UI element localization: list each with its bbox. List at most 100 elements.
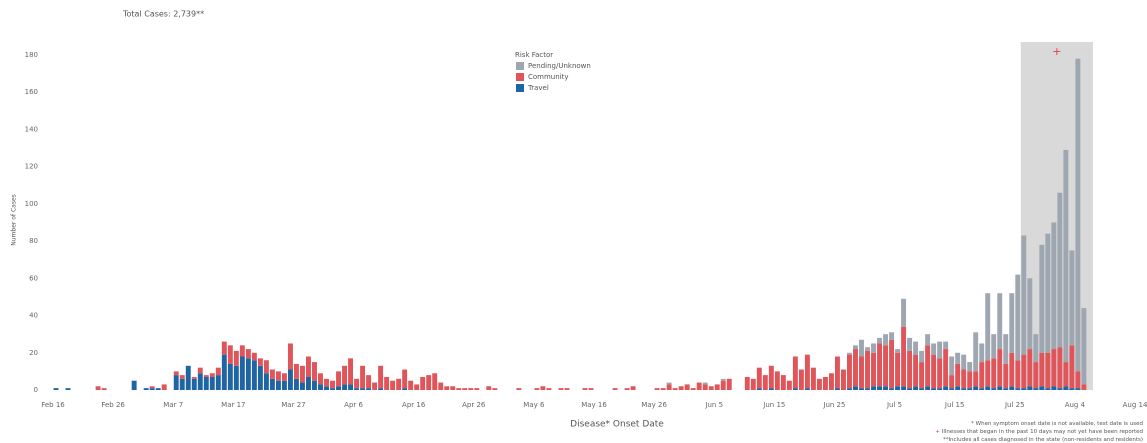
bar-segment [1027, 278, 1033, 350]
bar-segment [979, 362, 985, 389]
x-tick-label: Mar 7 [163, 401, 183, 409]
bar-segment [149, 386, 155, 389]
bar-segment [756, 367, 762, 389]
bar-segment [354, 388, 360, 390]
bar-segment [95, 386, 101, 390]
bar-segment [1033, 334, 1039, 363]
bar-segment [227, 363, 233, 390]
footnote-mark: * [971, 421, 974, 427]
bar-segment [816, 378, 822, 390]
bar-segment [444, 386, 450, 390]
bar-segment [901, 298, 907, 327]
bar-segment [672, 388, 678, 390]
bar-segment [402, 388, 408, 390]
bar-segment [985, 360, 991, 387]
bar-segment [516, 388, 522, 390]
bar-segment [1063, 149, 1069, 363]
bar-segment [1051, 349, 1057, 387]
bar-segment [293, 363, 299, 379]
bar-segment [342, 365, 348, 385]
footnote-mark: ** [943, 437, 949, 443]
bar-segment [666, 382, 672, 385]
bar-segment [925, 386, 931, 390]
bar-segment [726, 378, 732, 390]
bar-segment [1045, 233, 1051, 353]
x-tick-label: Jun 15 [762, 401, 785, 409]
bar-segment [720, 378, 726, 381]
bar-segment [708, 386, 714, 390]
bar-segment [624, 388, 630, 390]
bar-segment [257, 358, 263, 366]
bar-segment [768, 365, 774, 389]
bar-segment [1069, 250, 1075, 346]
bar-segment [215, 375, 221, 390]
bar-segment [378, 388, 384, 390]
bar-segment [865, 388, 870, 390]
bar-segment [1039, 386, 1045, 390]
bar-segment [185, 365, 191, 390]
bar-segment [1003, 363, 1009, 389]
highlight-region [1020, 42, 1093, 390]
bar-segment [979, 388, 985, 390]
bar-segment [179, 375, 185, 379]
bar-segment [239, 356, 245, 390]
bar-segment [943, 386, 949, 390]
bar-segment [877, 343, 882, 387]
bar-segment [1063, 386, 1069, 390]
bar-segment [384, 376, 390, 390]
bar-segment [720, 380, 726, 390]
bar-segment [450, 386, 456, 390]
y-tick-label: 180 [25, 51, 38, 59]
footnote-mark: + [935, 429, 940, 435]
bar-segment [191, 378, 197, 390]
bar-segment [227, 345, 233, 364]
y-tick-label: 100 [25, 200, 38, 208]
bar-segment [287, 369, 293, 390]
x-tick-label: Apr 16 [402, 401, 426, 409]
bar-segment [702, 384, 708, 390]
bar-segment [245, 358, 251, 390]
bar-segment [426, 375, 432, 390]
bar-segment [1069, 345, 1075, 389]
bar-segment [804, 354, 810, 389]
bar-segment [161, 384, 167, 390]
bar-segment [203, 375, 209, 377]
bar-segment [666, 384, 672, 390]
bar-segment [306, 376, 311, 390]
bar-segment [690, 388, 696, 390]
x-tick-label: Aug 4 [1065, 401, 1086, 409]
bar-segment [925, 334, 931, 346]
bar-segment [330, 388, 335, 390]
bar-segment [871, 386, 876, 390]
legend-swatch [516, 84, 524, 92]
bar-segment [853, 345, 858, 350]
bar-segment [1081, 384, 1087, 390]
y-tick-label: 20 [29, 349, 38, 357]
bar-segment [251, 352, 257, 361]
bar-segment [312, 380, 317, 390]
footnote-text: When symptom onset date is not available… [974, 421, 1143, 427]
x-tick-label: Aug 14 [1123, 401, 1147, 409]
legend-label: Travel [527, 84, 549, 92]
bar-segment [913, 354, 919, 387]
bar-segment [937, 341, 943, 359]
bar-segment [991, 334, 997, 359]
bar-segment [756, 388, 762, 390]
bar-segment [684, 384, 690, 390]
bar-segment [985, 386, 991, 390]
bar-segment [173, 375, 179, 390]
bar-segment [895, 349, 901, 353]
bar-segment [414, 384, 420, 390]
bar-segment [408, 380, 414, 390]
bar-segment [810, 367, 816, 390]
y-tick-label: 120 [25, 163, 38, 171]
bar-segment [306, 356, 311, 377]
bar-segment [973, 386, 979, 390]
bar-segment [281, 373, 287, 381]
x-tick-label: Apr 6 [344, 401, 363, 409]
bar-segment [925, 345, 931, 387]
bar-segment [822, 376, 828, 390]
footnote: * When symptom onset date is not availab… [971, 421, 1143, 427]
bar-segment [961, 354, 967, 370]
bar-segment [1057, 388, 1063, 390]
